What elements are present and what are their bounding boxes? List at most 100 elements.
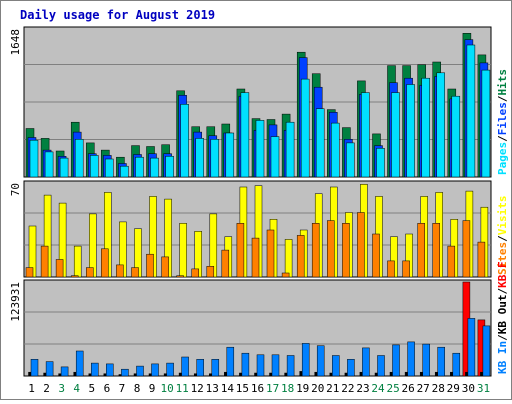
panel-3-max-label: 123931 [9, 282, 22, 322]
panel-1-pages-bar [376, 148, 385, 178]
panel-2-sites-bar [402, 260, 410, 278]
day-label: 23 [356, 382, 369, 395]
panel-2-sites-bar [327, 220, 335, 278]
panel-2-sites-bar [417, 223, 425, 278]
panel-1-pages-bar [255, 120, 265, 178]
day-label: 21 [326, 382, 339, 395]
panel-2-sites-bar [116, 264, 124, 278]
panel-1-pages-bar [44, 151, 54, 178]
panel-3-kb-in-bar [166, 362, 174, 377]
legend-separator: / [496, 334, 509, 341]
panel-2-sites-bar [70, 275, 79, 278]
panel-3-kb-in-bar [136, 365, 144, 377]
panel-3-kb-in-bar [362, 347, 370, 377]
day-label: 26 [401, 382, 414, 395]
day-label: 13 [206, 382, 219, 395]
panel-3-kb-in-bar [121, 368, 129, 377]
panel-2-sites-bar [25, 267, 34, 278]
panel-3-kb-in-bar [377, 355, 385, 377]
day-label: 31 [477, 382, 490, 395]
day-label: 19 [296, 382, 309, 395]
panel-2-visits-bar [179, 223, 187, 278]
panel-3-kb-in-bar [151, 363, 159, 377]
panel-1-pages-bar [406, 84, 415, 178]
day-label: 8 [134, 382, 141, 395]
legend-kb-f: KB F [496, 261, 509, 288]
panel-2-max-label: 70 [9, 183, 22, 196]
panel-3-kb-in-bar [467, 318, 476, 377]
panel-2-sites-bar [281, 272, 290, 278]
panel-2-sites-bar [477, 241, 486, 278]
day-label: 17 [266, 382, 279, 395]
day-label: 29 [447, 382, 460, 395]
panel-2-visits-bar [284, 239, 293, 278]
panel-2-sites-bar [191, 268, 199, 278]
day-label: 20 [311, 382, 324, 395]
panel-1-pages-bar [29, 139, 39, 178]
panel-3-kb-in-bar [106, 363, 114, 377]
day-label: 22 [341, 382, 354, 395]
day-label: 4 [73, 382, 80, 395]
panel-1-pages-bar [331, 122, 340, 178]
panel-1-pages-bar [451, 95, 461, 178]
panel-1-pages-bar [165, 156, 174, 178]
panel-1-pages-bar [135, 156, 144, 178]
panel-1-pages-bar [346, 142, 355, 178]
panel-3-kb-in-bar [347, 359, 355, 377]
panel-1-pages-bar [361, 92, 370, 178]
panel-2-sites-bar [146, 253, 154, 278]
legend-separator: / [496, 135, 509, 142]
panel-2-sites-bar [432, 223, 440, 278]
panel-2-sites-bar [40, 245, 49, 278]
panel-2-sites-bar [251, 237, 260, 278]
panel-2-visits-bar [73, 245, 82, 278]
panel-2-sites-bar [55, 259, 64, 278]
panel-3-kb-in-bar [211, 359, 220, 377]
panel-3-kb-in-bar [256, 354, 265, 377]
panel-1-pages-bar [105, 158, 114, 178]
panel-3-kb-in-bar [301, 343, 310, 377]
legend-separator: / [496, 95, 509, 102]
panel-2-sites-bar [266, 229, 275, 278]
panel-2-sites-bar [86, 267, 94, 278]
panel-2-sites-bar [296, 235, 305, 278]
legend-kb-in: KB In [496, 341, 509, 374]
day-label: 9 [149, 382, 156, 395]
panel-1-pages-bar [59, 157, 69, 178]
panel-2-sites-bar [357, 212, 365, 278]
legend-kb-out: KB Out [496, 295, 509, 335]
panel-3-kb-in-bar [226, 346, 235, 377]
panel-3-kb-in-bar [316, 345, 325, 377]
panel-3-kb-in-bar [181, 356, 189, 377]
panel-1-pages-bar [195, 138, 204, 178]
panel-3-kb-in-bar [392, 344, 400, 377]
panel-2-sites-bar [206, 266, 215, 278]
day-label: 15 [236, 382, 249, 395]
panel-1-pages-bar [315, 108, 325, 178]
day-label: 18 [281, 382, 294, 395]
panel-1-pages-bar [300, 78, 310, 178]
panel-3-kb-in-bar [407, 341, 415, 377]
panel-2-sites-bar [387, 260, 395, 278]
panel-3-kb-in-bar [60, 366, 69, 377]
day-label: 1 [28, 382, 35, 395]
panel-1-pages-bar [225, 132, 235, 178]
panel-3-kb-in-bar [286, 355, 295, 377]
legend-hits: Hits [496, 69, 509, 96]
day-label: 16 [251, 382, 264, 395]
panel-1-pages-bar [285, 121, 295, 178]
day-label: 2 [43, 382, 50, 395]
panel-3-legend: KB In/KB Out/KB F [496, 261, 509, 374]
panel-3-kb-in-bar [452, 352, 461, 377]
panel-2-sites-bar [372, 233, 380, 278]
panel-3-kb-in-bar [30, 359, 39, 377]
legend-pages: Pages [496, 142, 509, 175]
panel-3-kb-in-bar [91, 362, 99, 377]
panel-3-kb-in-bar [241, 352, 250, 377]
panel-2-sites-bar [236, 223, 245, 278]
panel-3-kb-in-bar [437, 346, 445, 377]
day-label: 3 [58, 382, 65, 395]
panel-1-pages-bar [74, 139, 84, 178]
